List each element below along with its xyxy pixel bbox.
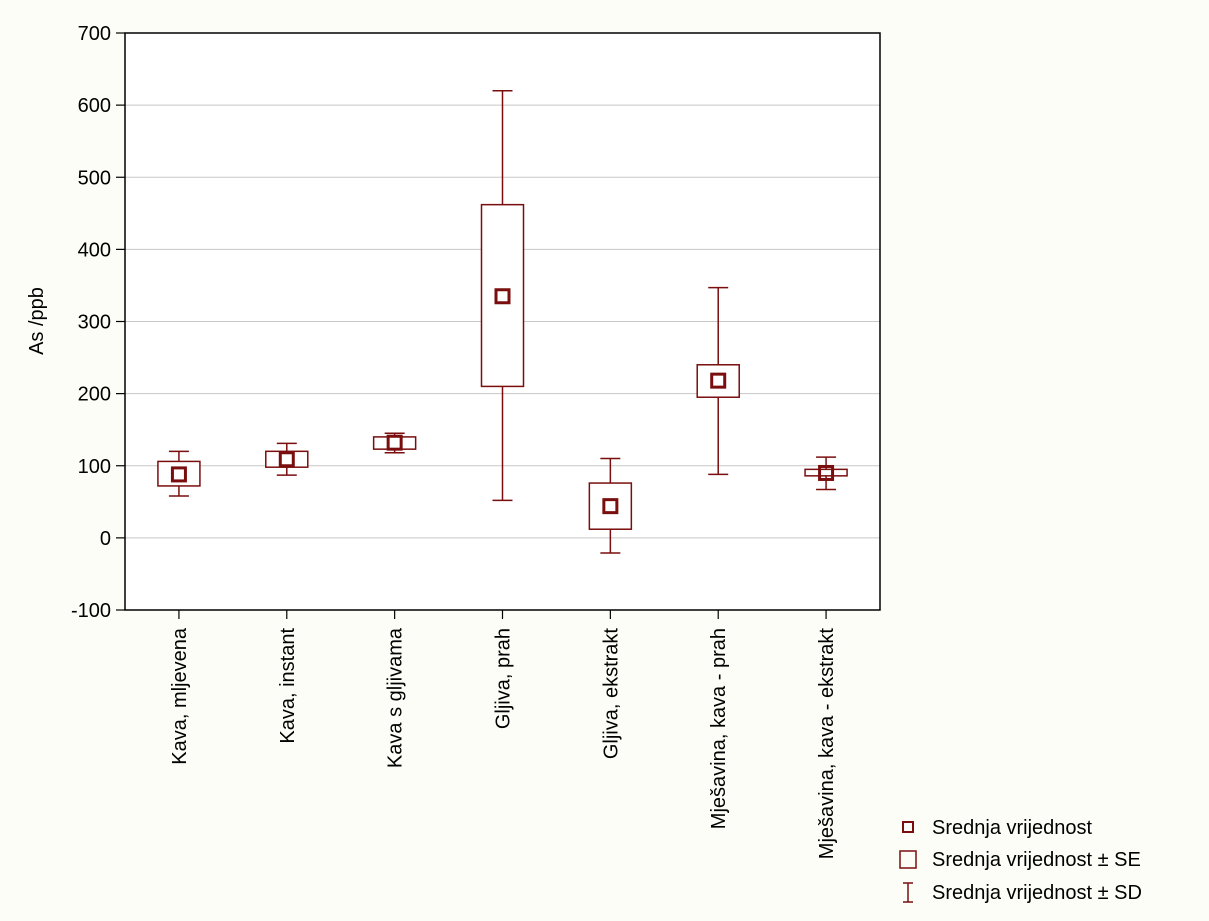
- category-group: [157, 450, 201, 497]
- x-tick-label: Gljiva, ekstrakt: [600, 628, 622, 760]
- legend-sd-marker: [903, 882, 913, 903]
- category-group: [372, 432, 417, 454]
- x-tick-label: Kava, instant: [277, 628, 299, 744]
- x-tick-label: Mješavina, kava - prah: [708, 628, 730, 829]
- legend-item-mean: Srednja vrijednost: [902, 817, 1093, 839]
- y-tick-label: 400: [78, 239, 111, 261]
- legend-se-marker: [899, 850, 917, 869]
- y-tick-label: -100: [71, 600, 111, 622]
- x-tick-label: Mješavina, kava - ekstrakt: [816, 628, 838, 860]
- y-tick-label: 300: [78, 312, 111, 334]
- se-box: [480, 203, 525, 388]
- category-group: [588, 457, 633, 554]
- se-box: [588, 482, 633, 530]
- se-box: [804, 468, 848, 477]
- legend-label-sd: Srednja vrijednost ± SD: [932, 882, 1142, 904]
- legend-mean-marker: [902, 821, 914, 833]
- y-tick-label: 700: [78, 23, 111, 45]
- mean-marker: [818, 464, 835, 481]
- y-tick-label: 600: [78, 95, 111, 117]
- legend-label-mean: Srednja vrijednost: [932, 817, 1093, 839]
- se-box: [696, 364, 740, 398]
- y-tick-label: 100: [78, 456, 111, 478]
- se-box: [372, 436, 417, 450]
- category-group: [480, 89, 525, 502]
- x-tick-label: Gljiva, prah: [493, 628, 515, 729]
- mean-marker: [170, 466, 187, 483]
- mean-marker: [494, 288, 511, 305]
- y-tick-label: 200: [78, 384, 111, 406]
- y-axis-title: As /ppb: [26, 287, 48, 355]
- mean-marker: [710, 372, 727, 389]
- y-axis: -100 0 100 200 300 400 500 600 700: [71, 23, 125, 622]
- x-tick-label: Kava s gljivama: [385, 627, 407, 768]
- x-axis: Kava, mljevena Kava, instant Kava s gljiva…: [169, 610, 838, 859]
- mean-marker: [278, 451, 295, 468]
- x-tick-label: Kava, mljevena: [169, 627, 191, 765]
- category-group: [265, 442, 309, 476]
- mean-marker: [602, 498, 619, 515]
- legend-item-se: Srednja vrijednost ± SE: [899, 849, 1141, 871]
- legend: Srednja vrijednost Srednja vrijednost ± …: [899, 817, 1142, 904]
- series-marks: [157, 89, 848, 554]
- y-tick-label: 0: [100, 528, 111, 550]
- category-group: [804, 456, 848, 491]
- legend-label-se: Srednja vrijednost ± SE: [932, 849, 1141, 871]
- legend-item-sd: Srednja vrijednost ± SD: [903, 882, 1142, 904]
- mean-marker: [386, 434, 403, 451]
- y-tick-label: 500: [78, 167, 111, 189]
- category-group: [696, 286, 740, 476]
